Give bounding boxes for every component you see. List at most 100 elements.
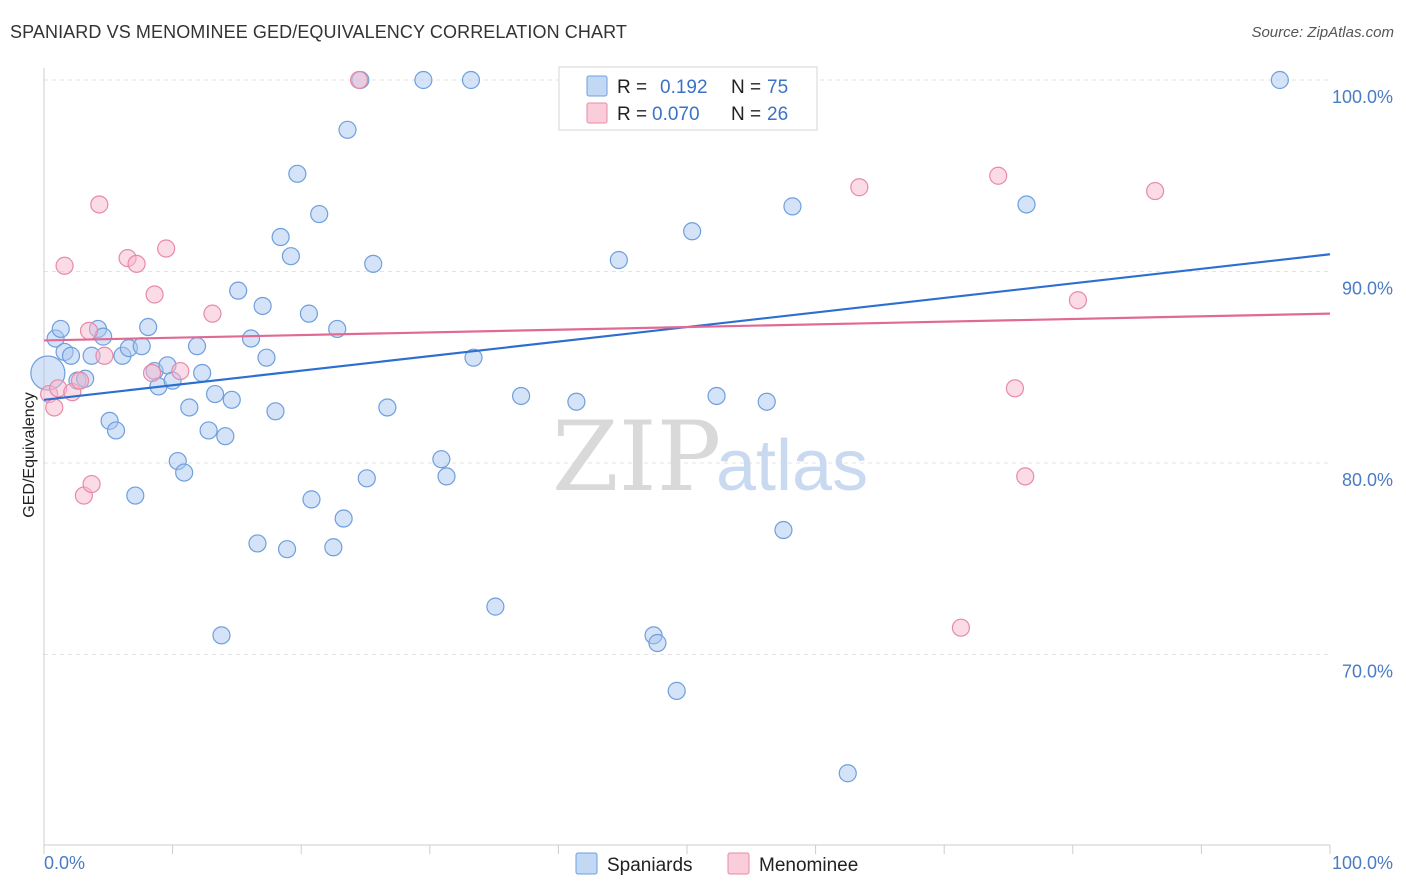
spaniards-point: [180, 398, 199, 417]
y-tick-labels: 100.0% 90.0% 80.0% 70.0%: [1332, 87, 1393, 682]
spaniards-point: [464, 348, 483, 367]
spaniards-point: [334, 509, 353, 528]
menominee-point: [79, 321, 99, 340]
spaniards-point: [106, 421, 126, 440]
spaniards-point: [486, 597, 505, 616]
spaniards-point: [338, 120, 357, 139]
spaniards-point: [609, 250, 628, 270]
menominee-points: [40, 70, 1165, 637]
menominee-point: [349, 70, 369, 90]
source-label: Source: ZipAtlas.com: [1251, 24, 1394, 41]
spaniards-point: [132, 337, 151, 356]
grid-lines: [44, 79, 1330, 655]
legend-r-label-1: R =: [617, 77, 647, 98]
spaniards-point: [248, 534, 267, 553]
trend-lines: [43, 253, 1331, 401]
spaniards-point: [175, 463, 194, 482]
spaniards-point: [648, 633, 667, 653]
spaniards-point: [139, 317, 158, 337]
y-tick-label: 100.0%: [1332, 87, 1393, 107]
menominee-point: [90, 195, 109, 214]
spaniards-point: [288, 164, 307, 183]
menominee-point: [45, 398, 64, 417]
spaniards-point: [364, 254, 383, 273]
menominee-point: [142, 363, 162, 383]
spaniards-point: [187, 337, 207, 356]
spaniards-point: [277, 540, 297, 559]
menominee-point: [145, 285, 164, 304]
series-legend-swatch-menominee: [727, 852, 750, 875]
menominee-point: [95, 346, 114, 365]
legend-r-value-2: 0.070: [652, 104, 700, 125]
x-tick-label: 100.0%: [1332, 853, 1393, 873]
series-legend-spaniards: Spaniards: [607, 855, 693, 876]
spaniards-point: [512, 386, 531, 406]
watermark-atlas: atlas: [716, 426, 868, 506]
spaniards-point: [281, 247, 301, 266]
spaniards-point: [461, 70, 481, 90]
legend-swatch-spaniards: [586, 75, 608, 97]
spaniards-point: [212, 626, 231, 645]
spaniards-point: [199, 421, 218, 440]
spaniards-point: [707, 386, 726, 406]
x-tick-label: 0.0%: [44, 853, 85, 873]
spaniards-point: [567, 392, 586, 411]
menominee-point: [1016, 467, 1035, 486]
menominee-point: [55, 256, 74, 275]
spaniards-point: [216, 427, 235, 446]
y-tick-label: 70.0%: [1342, 662, 1393, 682]
series-legend-menominee: Menominee: [759, 855, 858, 876]
spaniards-point: [302, 490, 321, 509]
menominee-point: [1005, 379, 1025, 398]
menominee-point: [157, 239, 176, 258]
menominee-point: [203, 304, 222, 323]
axes: [43, 68, 1331, 854]
spaniards-point: [324, 538, 343, 557]
y-tick-label: 80.0%: [1342, 470, 1393, 490]
legend-n-label-1: N =: [731, 77, 761, 98]
spaniards-point: [310, 204, 329, 224]
legend-r-value-1: 0.192: [660, 77, 708, 98]
spaniards-point: [299, 304, 319, 323]
y-tick-label: 90.0%: [1342, 279, 1393, 299]
spaniards-points: [30, 70, 1289, 783]
spaniards-point: [1017, 195, 1036, 214]
spaniards-point: [229, 281, 248, 300]
spaniards-point: [838, 764, 857, 783]
x-tick-labels: 0.0% 100.0%: [44, 853, 1393, 873]
menominee-point: [70, 371, 90, 390]
spaniards-point: [205, 384, 225, 404]
spaniards-point: [1270, 70, 1289, 90]
spaniards-point: [757, 392, 776, 411]
spaniards-point: [253, 296, 272, 316]
menominee-point: [1146, 181, 1165, 201]
spaniards-point: [222, 390, 241, 409]
spaniards-point: [414, 70, 433, 90]
legend-n-label-2: N =: [731, 104, 761, 125]
legend-n-value-2: 26: [767, 104, 788, 125]
spaniards-point: [51, 319, 70, 339]
spaniards-point: [667, 681, 686, 700]
spaniards-point: [783, 197, 802, 216]
series-legend-swatch-spaniards: [575, 852, 598, 875]
spaniards-point: [437, 467, 456, 486]
spaniards-point: [257, 348, 276, 367]
trend-line-menominee: [43, 312, 1331, 342]
y-axis-label: GED/Equivalency: [21, 392, 38, 517]
spaniards-point: [193, 363, 212, 383]
watermark-zip: ZIP: [552, 401, 721, 513]
menominee-point: [1068, 291, 1088, 310]
menominee-point: [989, 166, 1008, 185]
spaniards-point: [61, 346, 81, 365]
spaniards-point: [241, 329, 261, 348]
spaniards-point: [774, 520, 793, 540]
menominee-point: [127, 254, 146, 273]
menominee-point: [82, 474, 101, 494]
menominee-point: [951, 618, 971, 637]
legend-swatch-menominee: [586, 102, 608, 124]
spaniards-point: [378, 398, 397, 417]
legend-r-label-2: R =: [617, 104, 647, 125]
spaniards-point: [266, 402, 285, 421]
spaniards-point: [683, 222, 702, 241]
